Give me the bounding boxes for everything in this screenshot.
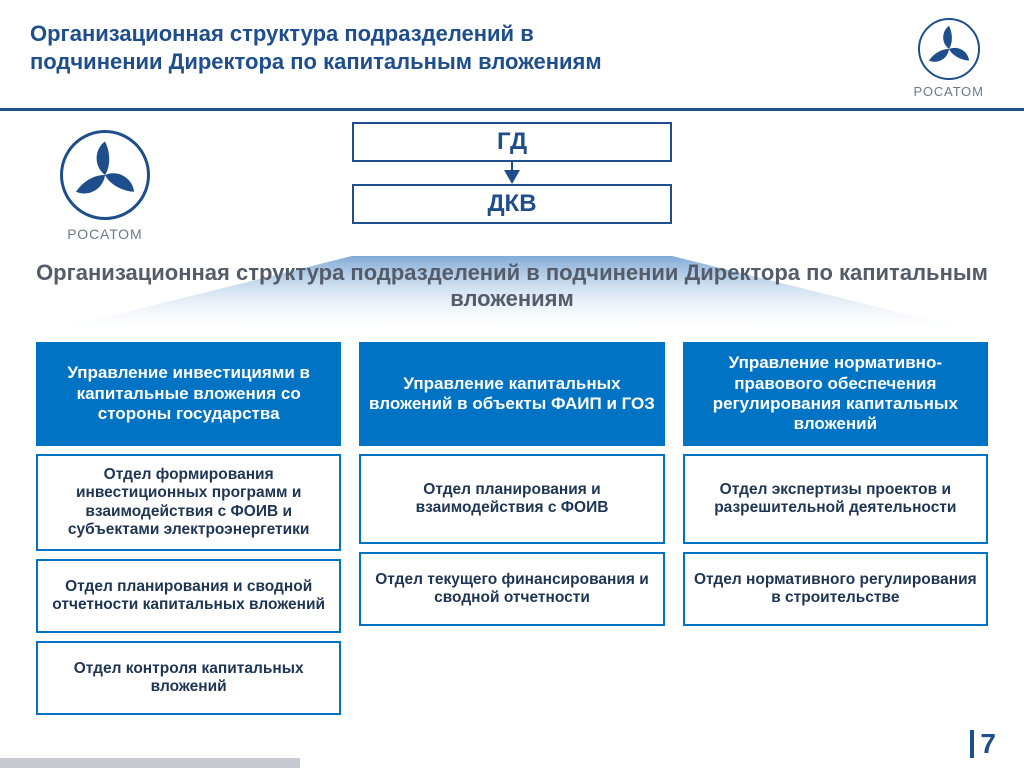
page-number-area: 7 <box>970 730 996 758</box>
brand-label: РОСАТОМ <box>913 84 984 99</box>
title-text: Организационная структура подразделений … <box>30 20 630 75</box>
column-3-cell-2: Отдел нормативного регулирования в строи… <box>683 552 988 626</box>
box-gd-label: ГД <box>497 128 527 156</box>
rosatom-icon <box>918 18 980 80</box>
column-3-cell-1: Отдел экспертизы проектов и разрешительн… <box>683 454 988 544</box>
column-1-cell-2: Отдел планирования и сводной отчетности … <box>36 559 341 633</box>
column-1-cell-1: Отдел формирования инвестиционных програ… <box>36 454 341 551</box>
title-underline <box>0 108 1024 111</box>
column-2-cell-1: Отдел планирования и взаимодействия с ФО… <box>359 454 664 544</box>
subtitle: Организационная структура подразделений … <box>0 260 1024 313</box>
column-1-cell-3: Отдел контроля капитальных вложений <box>36 641 341 715</box>
column-2: Управление капитальных вложений в объект… <box>359 342 664 715</box>
page-number-tick <box>970 730 974 758</box>
box-dkv: ДКВ <box>352 184 672 224</box>
brand-logo-corner: РОСАТОМ <box>913 18 984 99</box>
arrow-line <box>511 162 513 170</box>
org-columns: Управление инвестициями в капитальные вл… <box>36 342 988 715</box>
column-3-head: Управление нормативно-правового обеспече… <box>683 342 988 446</box>
box-dkv-label: ДКВ <box>487 190 536 218</box>
box-gd: ГД <box>352 122 672 162</box>
column-2-head: Управление капитальных вложений в объект… <box>359 342 664 446</box>
column-3: Управление нормативно-правового обеспече… <box>683 342 988 715</box>
page-title: Организационная структура подразделений … <box>30 20 630 75</box>
page-number: 7 <box>980 730 996 758</box>
column-1: Управление инвестициями в капитальные вл… <box>36 342 341 715</box>
brand-label-side: РОСАТОМ <box>60 226 150 242</box>
footer-bar <box>0 758 300 768</box>
top-hierarchy: ГД ДКВ <box>0 122 1024 224</box>
column-2-cell-2: Отдел текущего финансирования и сводной … <box>359 552 664 626</box>
arrow-down-icon <box>504 170 520 184</box>
column-1-head: Управление инвестициями в капитальные вл… <box>36 342 341 446</box>
